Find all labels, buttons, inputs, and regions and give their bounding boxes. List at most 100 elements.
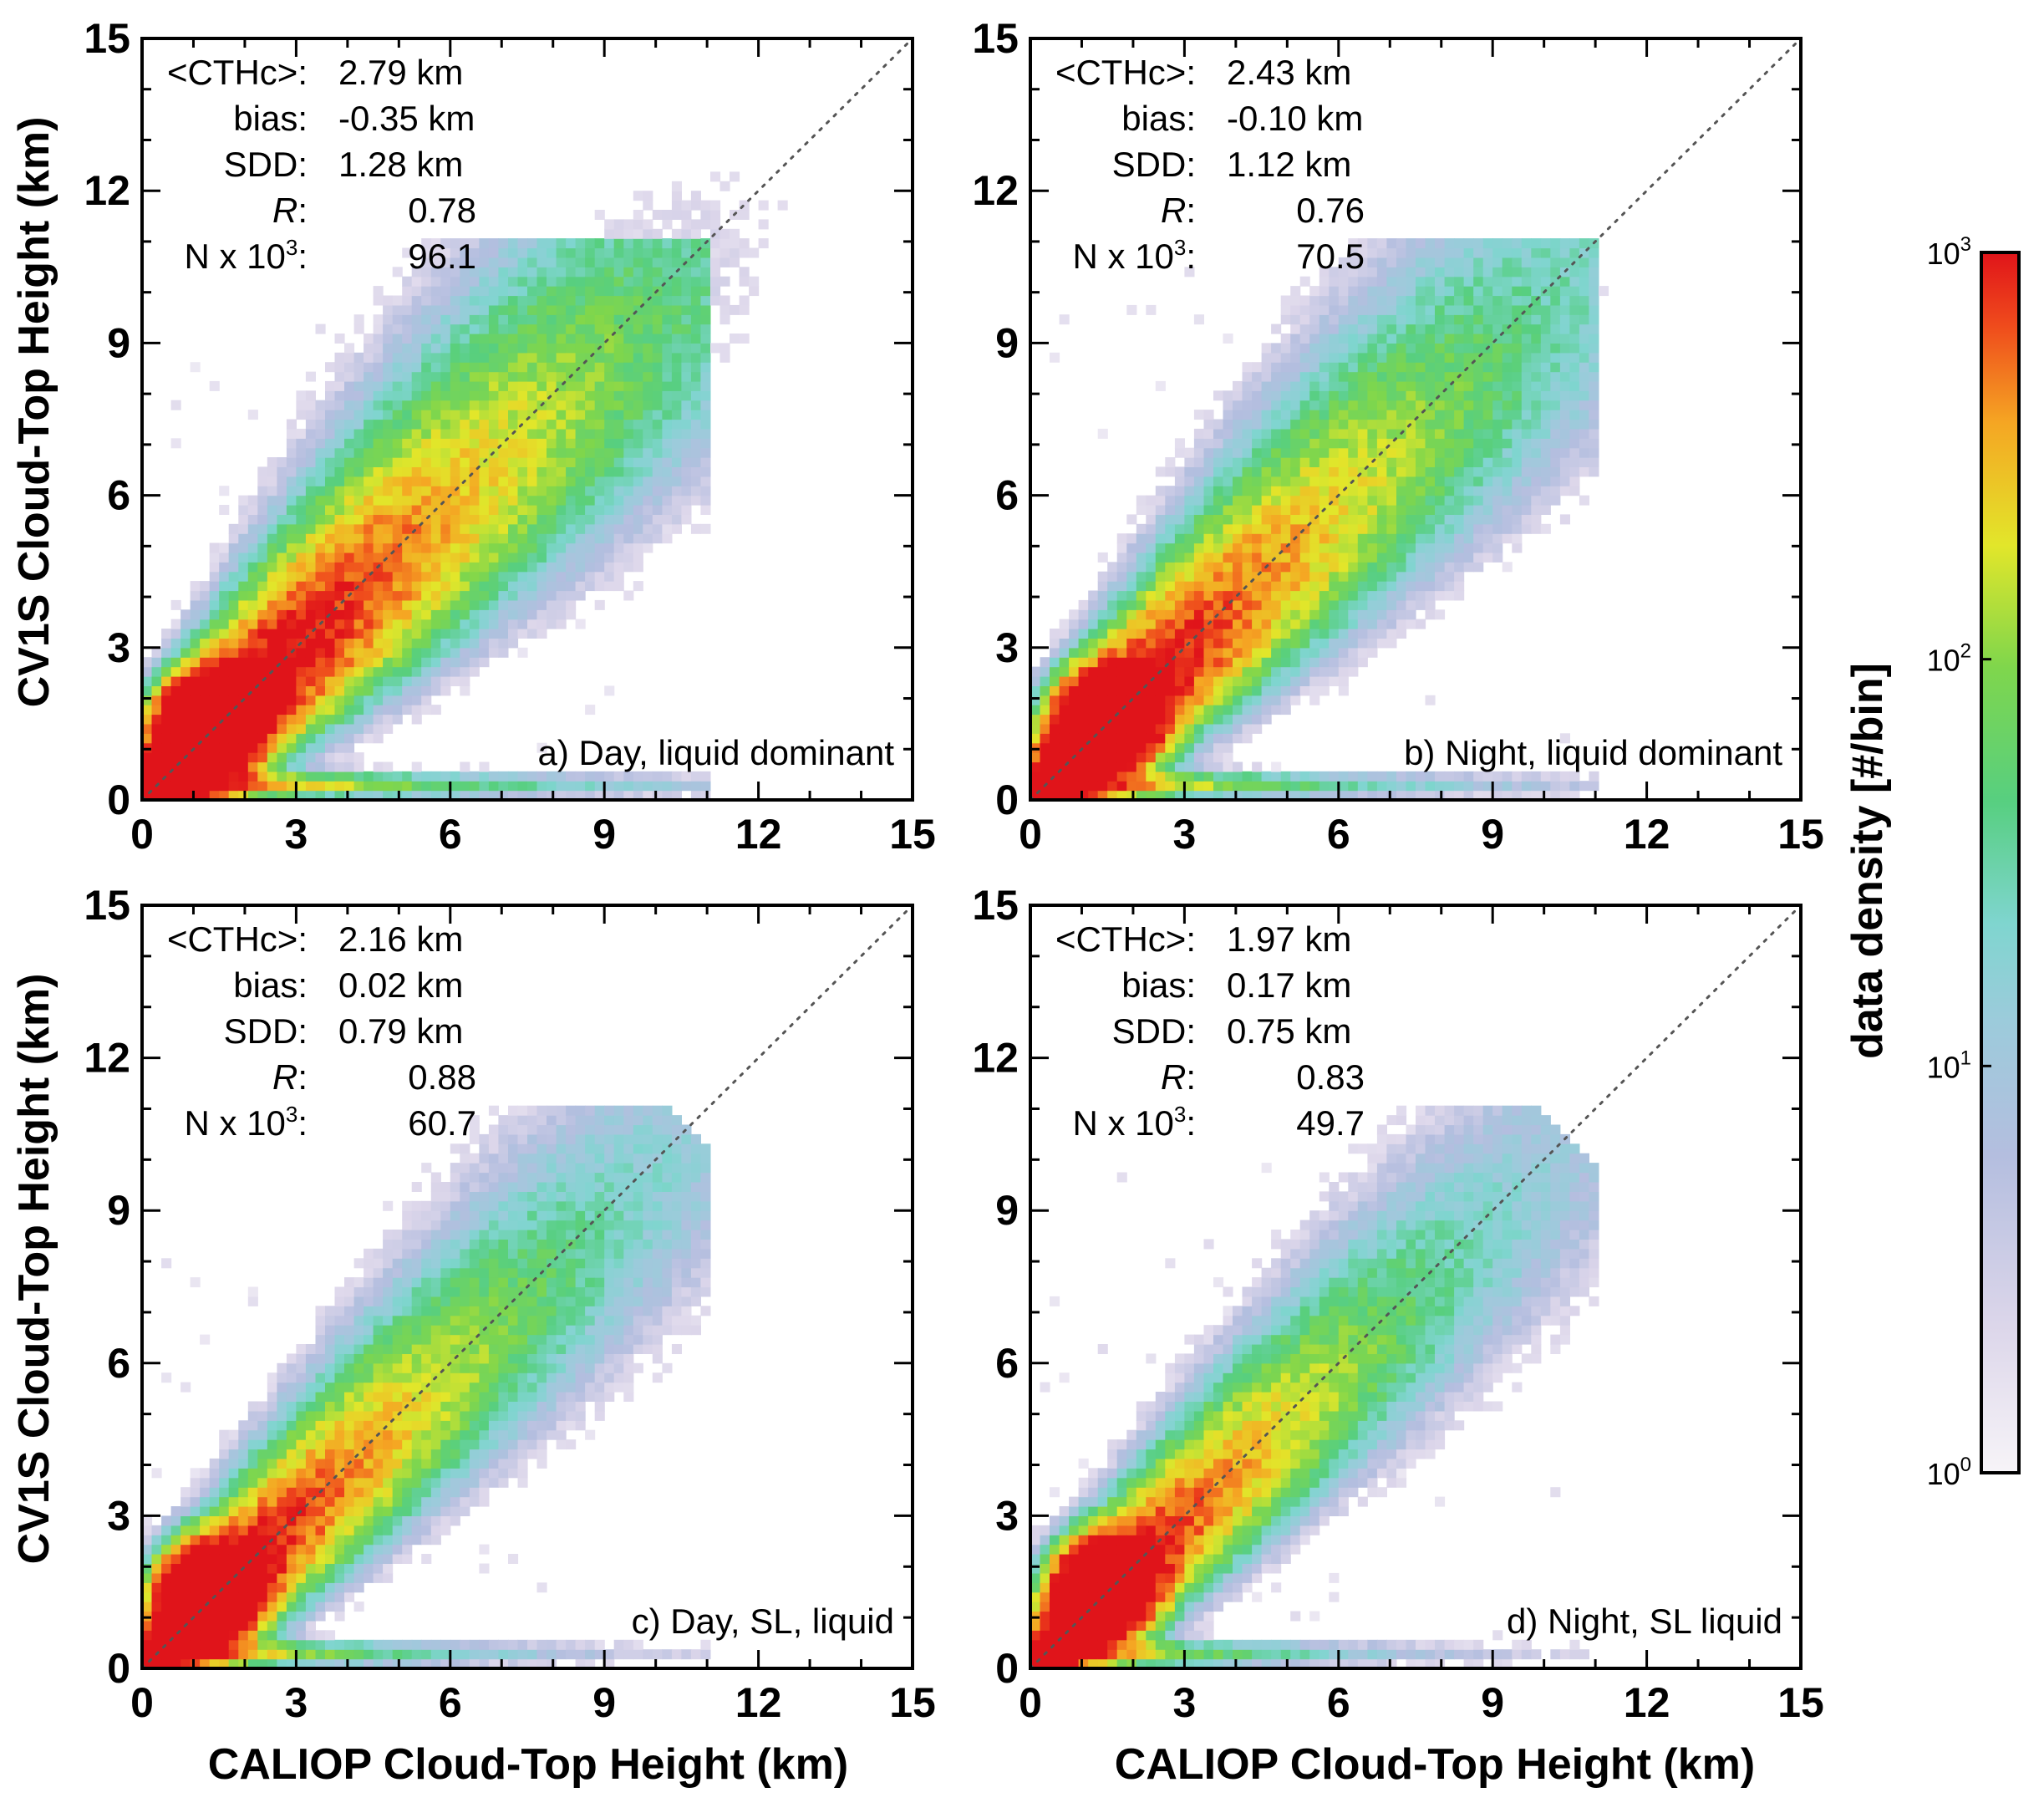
- heat-cell: [1338, 390, 1349, 401]
- heat-cell: [527, 599, 538, 610]
- heat-cell: [238, 523, 249, 534]
- heat-cell: [1338, 314, 1349, 325]
- heat-cell: [440, 447, 451, 458]
- heat-cell: [1492, 400, 1503, 410]
- heat-cell: [344, 419, 355, 430]
- heat-cell: [286, 609, 297, 620]
- heat-cell: [1299, 647, 1310, 658]
- heat-cell: [1338, 571, 1349, 582]
- heat-cell: [161, 1258, 172, 1269]
- heat-cell: [1174, 542, 1185, 553]
- heat-cell: [1126, 581, 1137, 592]
- heat-cell: [305, 647, 316, 658]
- heat-cell: [1299, 334, 1310, 344]
- heat-cell: [739, 334, 750, 344]
- heat-cell: [1155, 523, 1166, 534]
- heat-cell: [662, 314, 673, 325]
- heat-cell: [498, 562, 509, 573]
- heat-cell: [228, 771, 239, 782]
- heat-cell: [296, 581, 307, 592]
- heat-cell: [200, 1487, 211, 1498]
- heat-cell: [594, 571, 605, 582]
- heat-cell: [1280, 647, 1291, 658]
- y-tick-label: 0: [995, 777, 1019, 823]
- heat-cell: [1097, 657, 1108, 668]
- heat-cell: [1531, 276, 1542, 287]
- heat-cell: [527, 486, 538, 497]
- heat-cell: [671, 419, 682, 430]
- heat-cell: [575, 552, 586, 563]
- heat-cell: [613, 400, 624, 410]
- heat-cell: [1184, 733, 1195, 744]
- heat-cell: [613, 552, 624, 563]
- heat-cell: [604, 438, 615, 449]
- heat-cell: [296, 533, 307, 544]
- heat-cell: [1078, 657, 1089, 668]
- heat-cell: [286, 723, 297, 734]
- heat-cell: [402, 334, 413, 344]
- heat-cell: [1348, 343, 1359, 354]
- heat-cell: [1386, 457, 1397, 467]
- heat-cell: [469, 781, 480, 792]
- heat-cell: [1540, 505, 1551, 515]
- heat-cell: [1280, 447, 1291, 458]
- heat-cell: [604, 514, 615, 525]
- heat-cell: [1376, 343, 1387, 354]
- heat-cell: [1261, 781, 1272, 792]
- heat-cell: [334, 334, 345, 344]
- heat-cell: [1396, 609, 1407, 620]
- heat-cell: [566, 323, 577, 334]
- heat-cell: [700, 419, 711, 430]
- heat-cell: [296, 609, 307, 620]
- heat-cell: [1213, 486, 1224, 497]
- heat-cell: [1540, 247, 1551, 258]
- heat-cell: [556, 334, 567, 344]
- heat-cell: [1050, 629, 1060, 639]
- heat-cell: [151, 1582, 162, 1593]
- heat-cell: [1233, 723, 1243, 734]
- heat-cell: [373, 733, 384, 744]
- heat-cell: [536, 486, 547, 497]
- heat-cell: [1242, 647, 1253, 658]
- heat-cell: [440, 428, 451, 439]
- heat-cell: [392, 486, 403, 497]
- heat-cell: [373, 314, 384, 325]
- heat-cell: [1502, 505, 1513, 515]
- heat-cell: [1271, 476, 1282, 486]
- heat-cell: [267, 676, 277, 686]
- heat-cell: [238, 1515, 249, 1526]
- heat-cell: [1396, 380, 1407, 391]
- heat-cell: [1203, 599, 1214, 610]
- heat-cell: [1540, 486, 1551, 497]
- heat-cell: [536, 362, 547, 373]
- heat-cell: [1184, 657, 1195, 668]
- heat-cell: [402, 447, 413, 458]
- heat-cell: [1155, 714, 1166, 725]
- heat-cell: [517, 457, 528, 467]
- heat-cell: [305, 457, 316, 467]
- heat-cell: [1223, 562, 1233, 573]
- heat-cell: [488, 476, 499, 486]
- heat-cell: [643, 343, 653, 354]
- heat-cell: [508, 438, 519, 449]
- heat-cell: [1376, 771, 1387, 782]
- heat-cell: [219, 1449, 230, 1459]
- heat-cell: [1473, 400, 1484, 410]
- heat-cell: [662, 476, 673, 486]
- heat-cell: [1569, 400, 1580, 410]
- heat-cell: [1579, 362, 1589, 373]
- heat-cell: [1193, 742, 1204, 753]
- heat-cell: [238, 638, 249, 649]
- heat-cell: [700, 286, 711, 297]
- heat-cell: [1559, 771, 1570, 782]
- heat-cell: [1097, 695, 1108, 705]
- heat-cell: [1329, 438, 1340, 449]
- heat-cell: [392, 676, 403, 686]
- y-tick-label: 3: [995, 624, 1019, 671]
- heat-cell: [1338, 562, 1349, 573]
- heat-cell: [681, 476, 692, 486]
- heat-cell: [1078, 619, 1089, 629]
- heat-cell: [1116, 533, 1127, 544]
- heat-cell: [305, 410, 316, 420]
- heat-cell: [450, 629, 460, 639]
